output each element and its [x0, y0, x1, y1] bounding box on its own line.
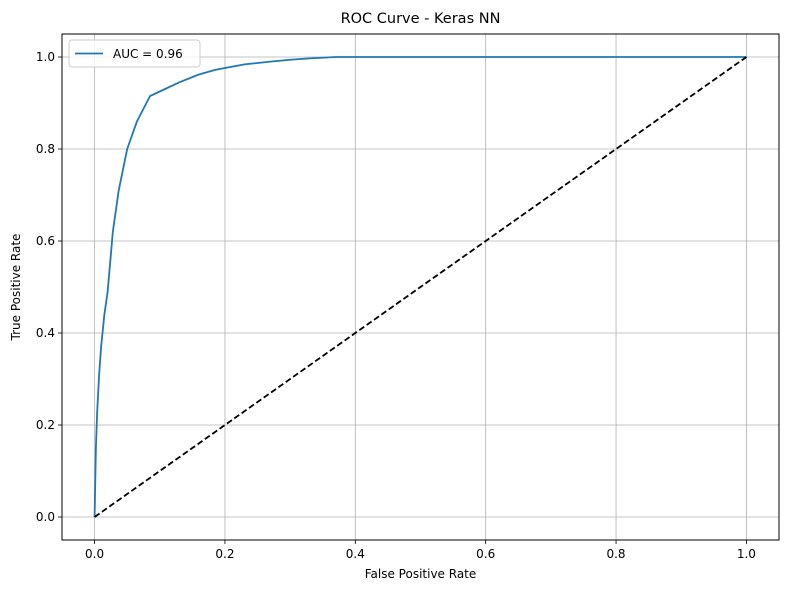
- legend-box: [68, 39, 201, 68]
- x-tick-label: 0.0: [85, 547, 104, 561]
- x-axis-ticks: 0.0 0.2 0.4 0.6 0.8 1.0: [85, 540, 756, 561]
- roc-curve-line: [93, 56, 747, 518]
- y-tick-label: 0.4: [36, 326, 55, 340]
- x-axis-label: False Positive Rate: [365, 567, 477, 581]
- chance-diagonal-line: [94, 56, 747, 518]
- y-tick-label: 0.2: [36, 418, 55, 432]
- x-tick-label: 0.6: [476, 547, 495, 561]
- y-axis-label: True Positive Rate: [9, 234, 23, 342]
- y-tick-label: 0.8: [36, 142, 55, 156]
- plot-series: [93, 56, 747, 518]
- legend-label: AUC = 0.96: [113, 47, 183, 61]
- x-tick-label: 1.0: [737, 547, 756, 561]
- y-tick-label: 0.6: [36, 234, 55, 248]
- y-axis-ticks: 0.0 0.2 0.4 0.6 0.8 1.0: [36, 50, 62, 524]
- x-tick-label: 0.8: [606, 547, 625, 561]
- plot-frame: [61, 33, 780, 541]
- chart-title: ROC Curve - Keras NN: [341, 11, 501, 27]
- x-tick-label: 0.2: [215, 547, 234, 561]
- y-tick-label: 1.0: [36, 50, 55, 64]
- legend: AUC = 0.96: [68, 39, 201, 68]
- y-tick-label: 0.0: [36, 510, 55, 524]
- x-tick-label: 0.4: [346, 547, 365, 561]
